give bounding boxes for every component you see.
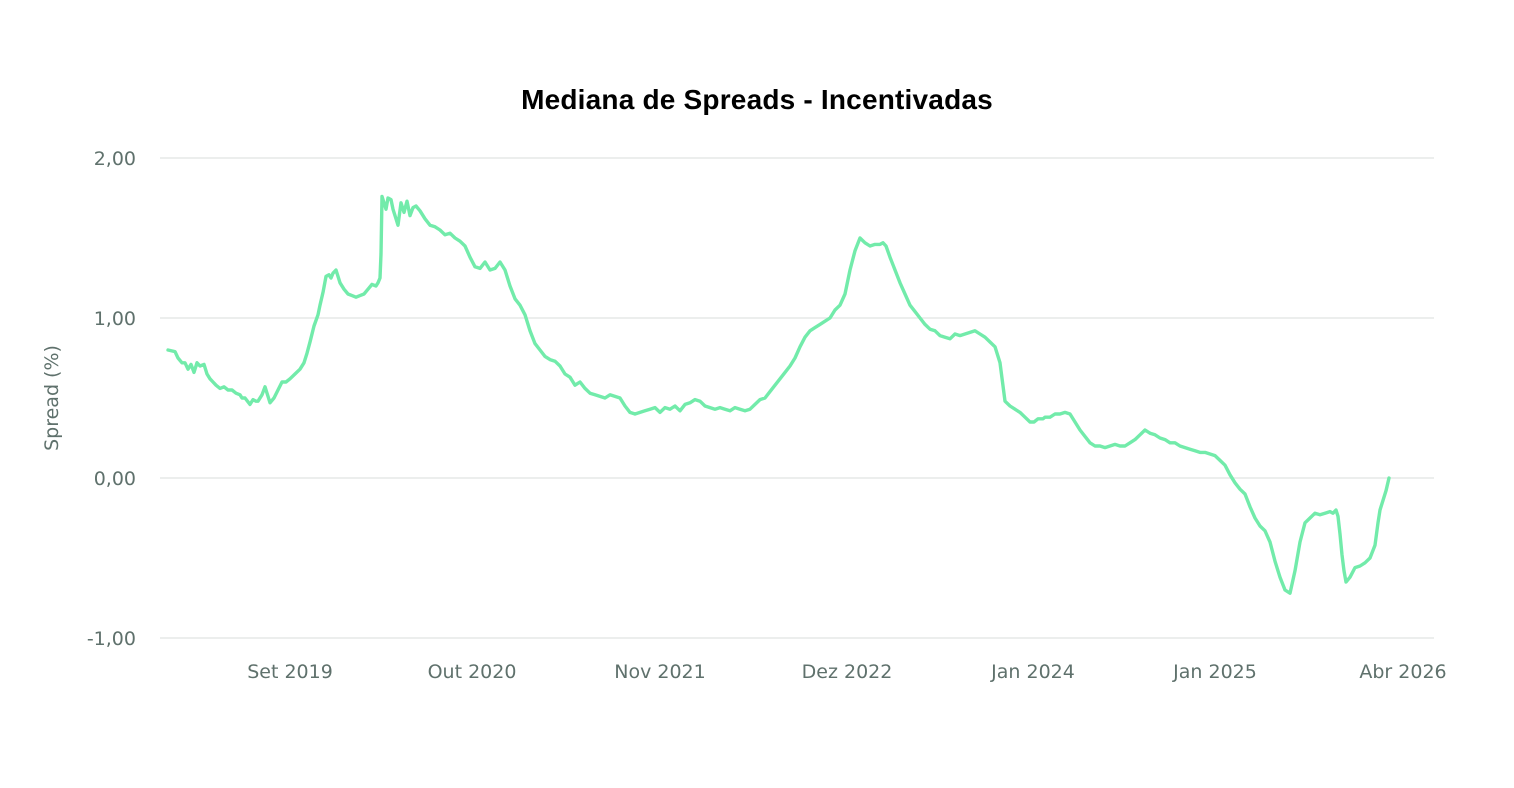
x-tick-label: Abr 2026 — [1359, 661, 1446, 683]
y-axis-ticks: 2,00 1,00 0,00 -1,00 — [87, 148, 136, 650]
x-axis-ticks: Set 2019 Out 2020 Nov 2021 Dez 2022 Jan 2024… — [247, 661, 1446, 683]
gridlines — [160, 157, 1434, 639]
y-tick-label: 1,00 — [94, 308, 136, 330]
x-tick-label: Nov 2021 — [614, 661, 705, 683]
y-tick-label: 0,00 — [94, 468, 136, 490]
x-tick-label: Jan 2024 — [990, 661, 1075, 683]
y-tick-label: -1,00 — [87, 628, 136, 650]
y-axis-label: Spread (%) — [41, 345, 63, 451]
x-tick-label: Set 2019 — [247, 661, 333, 683]
x-tick-label: Jan 2025 — [1172, 661, 1257, 683]
x-tick-label: Dez 2022 — [802, 661, 893, 683]
x-tick-label: Out 2020 — [428, 661, 517, 683]
chart-title: Mediana de Spreads - Incentivadas — [521, 84, 993, 115]
y-tick-label: 2,00 — [94, 148, 136, 170]
spread-median-line — [166, 194, 1391, 595]
